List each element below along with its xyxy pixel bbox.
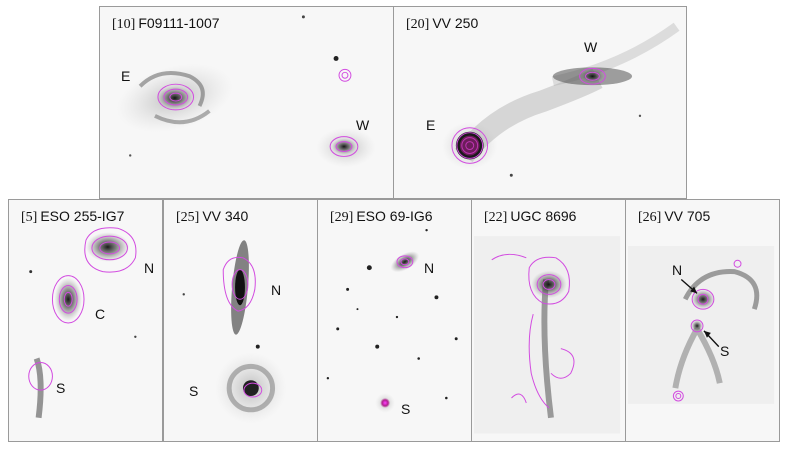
galaxy-image-eso69 (326, 228, 458, 413)
panel-title: [22] UGC 8696 (484, 208, 576, 226)
galaxy-name: VV 340 (202, 208, 249, 224)
label-w: W (356, 117, 370, 133)
label-s: S (189, 383, 199, 399)
label-n: N (144, 260, 155, 276)
ref-number: [25] (176, 210, 200, 225)
panel-eso69: [29] ESO 69-IG6 N S (317, 199, 472, 442)
panel-eso255: [5] ESO 255-IG7 N C S (8, 199, 163, 442)
galaxy-image-vv340 (182, 240, 287, 424)
panel-vv340: [25] VV 340 N S (163, 199, 318, 442)
panel-f09111: [10] F09111-1007 E W (99, 6, 394, 199)
label-s: S (720, 343, 730, 359)
galaxy-name: ESO 69-IG6 (356, 208, 433, 224)
panel-title: [5] ESO 255-IG7 (21, 208, 124, 226)
ref-number: [20] (406, 17, 430, 32)
panel-title: [25] VV 340 (176, 208, 248, 226)
galaxy-name: ESO 255-IG7 (40, 208, 125, 224)
galaxy-image-vv250 (442, 22, 680, 177)
panel-ugc8696: [22] UGC 8696 (471, 199, 626, 442)
label-c: C (95, 306, 106, 322)
galaxy-image-ugc8696 (473, 236, 621, 434)
galaxy-image-eso255 (28, 227, 137, 419)
ref-number: [5] (21, 210, 38, 225)
ref-number: [10] (112, 17, 136, 32)
galaxy-image-vv705 (627, 245, 775, 404)
label-e: E (426, 117, 436, 133)
ref-number: [22] (484, 210, 508, 225)
label-w: W (584, 39, 598, 55)
galaxy-name: VV 250 (432, 15, 479, 31)
label-s: S (56, 380, 66, 396)
panel-title: [29] ESO 69-IG6 (330, 208, 433, 226)
label-n: N (672, 262, 683, 278)
label-s: S (401, 401, 411, 417)
galaxy-name: UGC 8696 (510, 208, 577, 224)
label-n: N (424, 260, 435, 276)
panel-title: [10] F09111-1007 (112, 15, 220, 33)
panel-title: [26] VV 705 (638, 208, 710, 226)
panel-vv705: [26] VV 705 N S (625, 199, 780, 442)
label-e: E (121, 68, 131, 84)
panel-title: [20] VV 250 (406, 15, 478, 33)
galaxy-name: VV 705 (664, 208, 711, 224)
galaxy-name: F09111-1007 (138, 15, 220, 31)
galaxy-image-f09111 (116, 15, 376, 168)
ref-number: [29] (330, 210, 354, 225)
ref-number: [26] (638, 210, 662, 225)
panel-vv250: [20] VV 250 W E (393, 6, 687, 199)
label-n: N (271, 282, 282, 298)
